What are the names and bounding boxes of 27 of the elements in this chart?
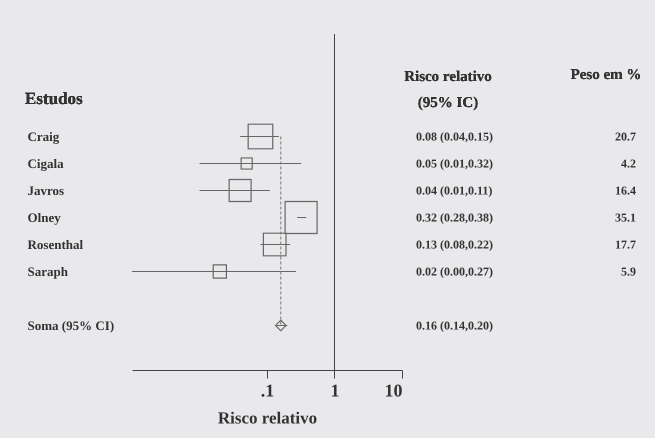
data-label: 0.02 (0.00,0.27) xyxy=(416,264,493,278)
data-label: 0.04 (0.01,0.11) xyxy=(416,184,492,198)
text: 35.1 xyxy=(615,210,636,224)
data-label: 0.05 (0.01,0.32) xyxy=(416,156,493,170)
text: 0.16 (0.14,0.20) xyxy=(416,318,493,332)
x-tick-label: 1 xyxy=(330,380,340,400)
text: 17.7 xyxy=(615,238,636,252)
text: Peso em % xyxy=(570,67,642,83)
text: 16.4 xyxy=(615,184,636,198)
text: 20.7 xyxy=(615,130,636,144)
text: Risco relativo (95% IC) xyxy=(404,69,492,111)
y-tick-label: Cigala xyxy=(28,156,64,171)
y-tick-label: Soma (95% CI) xyxy=(28,318,114,333)
y-tick-label: Saraph xyxy=(28,264,69,279)
y-tick-label: Craig xyxy=(28,129,60,144)
text: 5.9 xyxy=(621,264,636,278)
y-tick-label: Olney xyxy=(28,210,62,225)
x-tick-label: .1 xyxy=(260,380,274,400)
data-label: 0.32 (0.28,0.38) xyxy=(416,210,493,224)
x-tick-label: 10 xyxy=(384,380,402,400)
text: Estudos xyxy=(25,89,84,108)
text: 4.2 xyxy=(621,156,636,170)
y-tick-label: Javros xyxy=(28,183,64,198)
data-label: 0.13 (0.08,0.22) xyxy=(416,238,493,252)
y-tick-label: Rosenthal xyxy=(28,237,84,252)
x-axis-title: Risco relativo xyxy=(218,408,318,428)
data-label: 0.08 (0.04,0.15) xyxy=(416,130,493,144)
